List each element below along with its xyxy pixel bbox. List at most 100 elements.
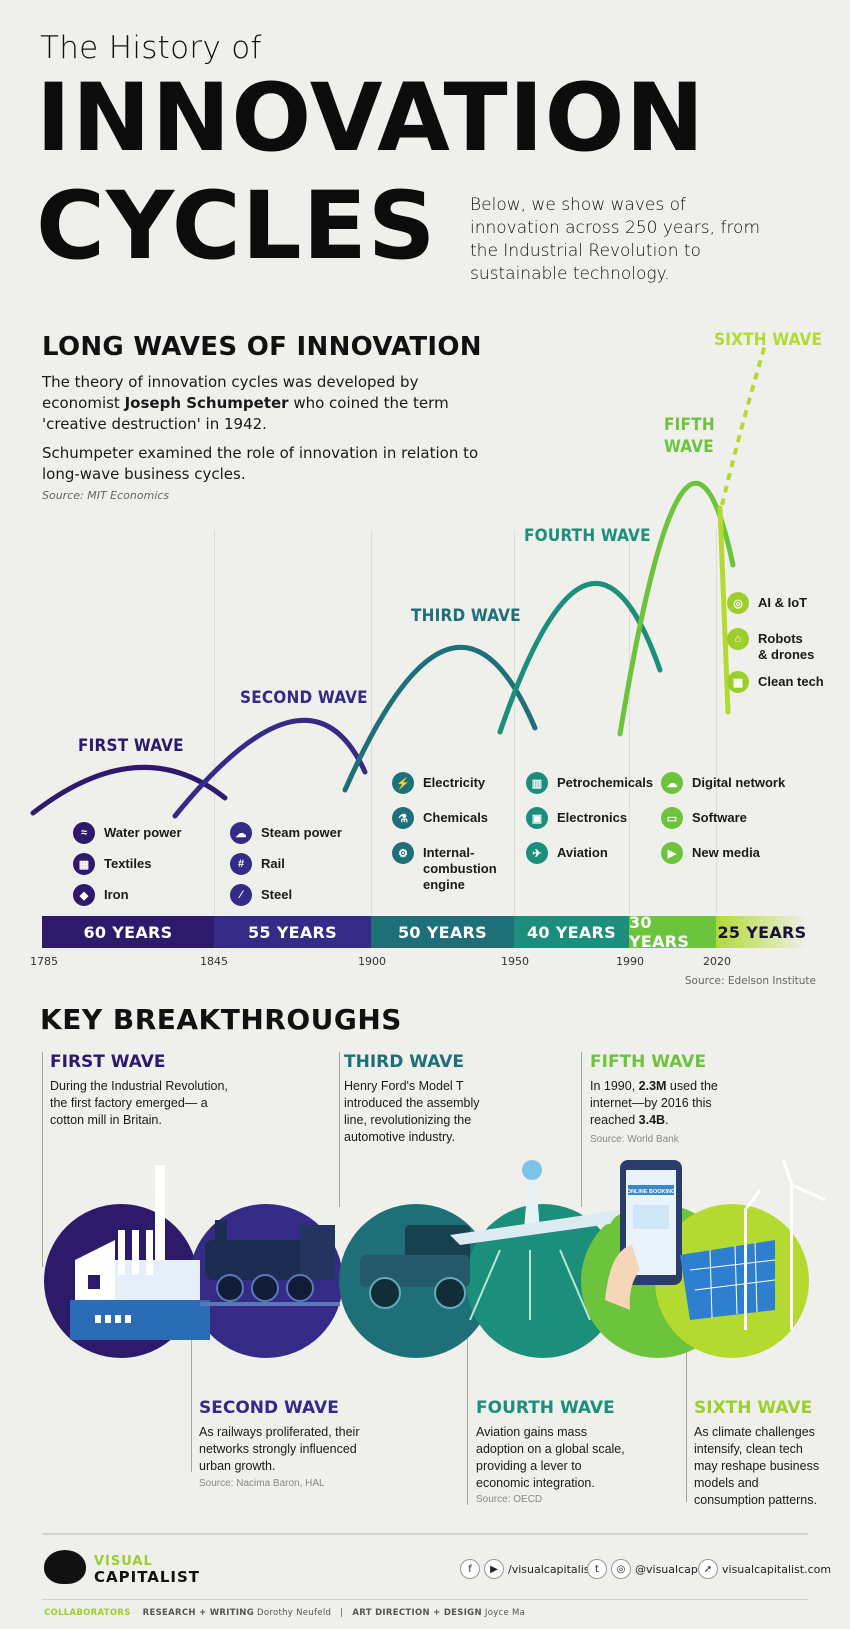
fb-handle[interactable]: /visualcapitalist [508, 1562, 594, 1576]
twitter-icon[interactable]: t [587, 1559, 607, 1579]
wave-curve-3 [342, 644, 538, 793]
wave-label-2: SECOND WAVE [240, 688, 368, 708]
bk-third-text: Henry Ford's Model T introduced the asse… [344, 1079, 480, 1144]
wave-label-4: FOURTH WAVE [524, 526, 651, 546]
bk-second-source: Source: Nacima Baron, HAL [199, 1478, 325, 1489]
social-website[interactable]: ➚ visualcapitalist.com [698, 1559, 831, 1579]
bk-fourth-head: FOURTH WAVE [476, 1398, 615, 1418]
textile-icon: ▦ [73, 853, 95, 875]
tw-handle[interactable]: @visualcap [635, 1562, 698, 1576]
duration-band-6: 25 YEARS [716, 916, 808, 948]
intro-text: Below, we show waves of innovation acros… [470, 195, 761, 284]
media-icon: ▶ [661, 842, 683, 864]
year-label: 1990 [616, 955, 644, 968]
duration-band-3: 50 YEARS [371, 916, 514, 948]
facebook-icon[interactable]: f [460, 1559, 480, 1579]
bk-fifth-head: FIFTH WAVE [590, 1052, 707, 1072]
steam-icon: ☁ [230, 822, 252, 844]
schumpeter-paragraph: The theory of innovation cycles was deve… [42, 372, 482, 435]
connector-line [467, 1330, 468, 1505]
bk-third-head: THIRD WAVE [344, 1052, 465, 1072]
electricity-icon: ⚡ [392, 772, 414, 794]
year-label: 2020 [703, 955, 731, 968]
chemicals-icon: ⚗ [392, 807, 414, 829]
p1-bold: Joseph Schumpeter [124, 394, 289, 412]
era-divider [716, 530, 717, 915]
tech-item: ≈ Water power [73, 822, 182, 844]
year-label: 1785 [30, 955, 58, 968]
duration-band-2: 55 YEARS [214, 916, 371, 948]
connector-line [339, 1052, 340, 1207]
tech-item: ◆ Iron [73, 884, 129, 906]
software-icon: ▭ [661, 807, 683, 829]
year-label: 1900 [358, 955, 386, 968]
logo-capitalist: CAPITALIST [94, 1568, 201, 1586]
robot-icon: ⌂ [727, 628, 749, 650]
era-divider [371, 530, 372, 915]
duration-band-5: 30 YEARS [629, 913, 716, 951]
online-booking-text: ONLINE BOOKING [627, 1189, 676, 1195]
title-small: The History of [40, 30, 262, 66]
tech-item: ▭ Software [661, 807, 747, 829]
p1-after: who coined the term 'creative destructio… [42, 394, 449, 433]
wave-curve-6-dashed [720, 344, 767, 506]
edelson-source: Source: Edelson Institute [684, 975, 816, 987]
train-illustration [200, 1220, 340, 1306]
tech-item: ▶ New media [661, 842, 760, 864]
tech-item: ▥ Petrochemicals [526, 772, 653, 794]
key-breakthroughs-title: KEY BREAKTHROUGHS [40, 1003, 402, 1036]
network-icon: ☁ [661, 772, 683, 794]
youtube-icon[interactable]: ▶ [484, 1559, 504, 1579]
wave-label-1: FIRST WAVE [78, 736, 184, 756]
steel-icon: ⁄ [230, 884, 252, 906]
cursor-icon[interactable]: ➚ [698, 1559, 718, 1579]
social-facebook-youtube[interactable]: f ▶ /visualcapitalist [460, 1559, 594, 1579]
bk-first-text: During the Industrial Revolution, the fi… [50, 1079, 228, 1127]
schumpeter-paragraph-2: Schumpeter examined the role of innovati… [42, 444, 479, 483]
engine-icon: ⚙ [392, 842, 414, 864]
bk-second-text: As railways proliferated, their networks… [199, 1425, 360, 1473]
wave-curves [30, 344, 767, 819]
site-link[interactable]: visualcapitalist.com [722, 1562, 832, 1576]
wave-curve-6 [717, 505, 731, 715]
mit-source: Source: MIT Economics [42, 489, 170, 502]
year-label: 1950 [501, 955, 529, 968]
collaborators-line: COLLABORATORS RESEARCH + WRITING Dorothy… [44, 1608, 526, 1618]
tech-item: ⚗ Chemicals [392, 807, 488, 829]
tech-item: ☁ Steam power [230, 822, 342, 844]
tech-item: ⚙ Internal- combustion engine [392, 842, 497, 893]
year-label: 1845 [200, 955, 228, 968]
bk-fifth-source: Source: World Bank [590, 1134, 679, 1145]
tech-item: ☁ Digital network [661, 772, 785, 794]
tech-item: ▦ Textiles [73, 853, 151, 875]
long-waves-title: LONG WAVES OF INNOVATION [42, 332, 482, 362]
connector-line [686, 1330, 687, 1502]
wave-label-6: SIXTH WAVE [714, 330, 823, 350]
logo-visual: VISUAL [94, 1554, 153, 1569]
bk-fifth-text: In 1990, 2.3M used the internet—by 2016 … [590, 1079, 718, 1127]
ai-icon: ◎ [727, 592, 749, 614]
era-divider [514, 530, 515, 915]
water-icon: ≈ [73, 822, 95, 844]
social-twitter-instagram[interactable]: t ◎ @visualcap [587, 1559, 698, 1579]
tech-item: ✈ Aviation [526, 842, 608, 864]
chip-icon: ▣ [526, 807, 548, 829]
instagram-icon[interactable]: ◎ [611, 1559, 631, 1579]
iron-icon: ◆ [73, 884, 95, 906]
connector-line [42, 1052, 43, 1267]
tech-item: ⌂ Robots & drones [727, 628, 814, 663]
rail-icon: # [230, 853, 252, 875]
tech-item: ▦ Clean tech [727, 671, 824, 693]
vc-logo-icon [44, 1550, 86, 1584]
plane-icon: ✈ [526, 842, 548, 864]
bk-second-head: SECOND WAVE [199, 1398, 339, 1418]
tech-item: ▣ Electronics [526, 807, 627, 829]
duration-band-4: 40 YEARS [514, 916, 629, 948]
title-innovation: INNOVATION [36, 64, 706, 173]
factory-illustration [70, 1165, 210, 1340]
factory-icon: ▥ [526, 772, 548, 794]
footer-divider [42, 1533, 808, 1535]
p1-before: The theory of innovation cycles was deve… [42, 373, 419, 412]
bk-fourth-text: Aviation gains mass adoption on a global… [476, 1425, 625, 1490]
era-divider [629, 530, 630, 915]
